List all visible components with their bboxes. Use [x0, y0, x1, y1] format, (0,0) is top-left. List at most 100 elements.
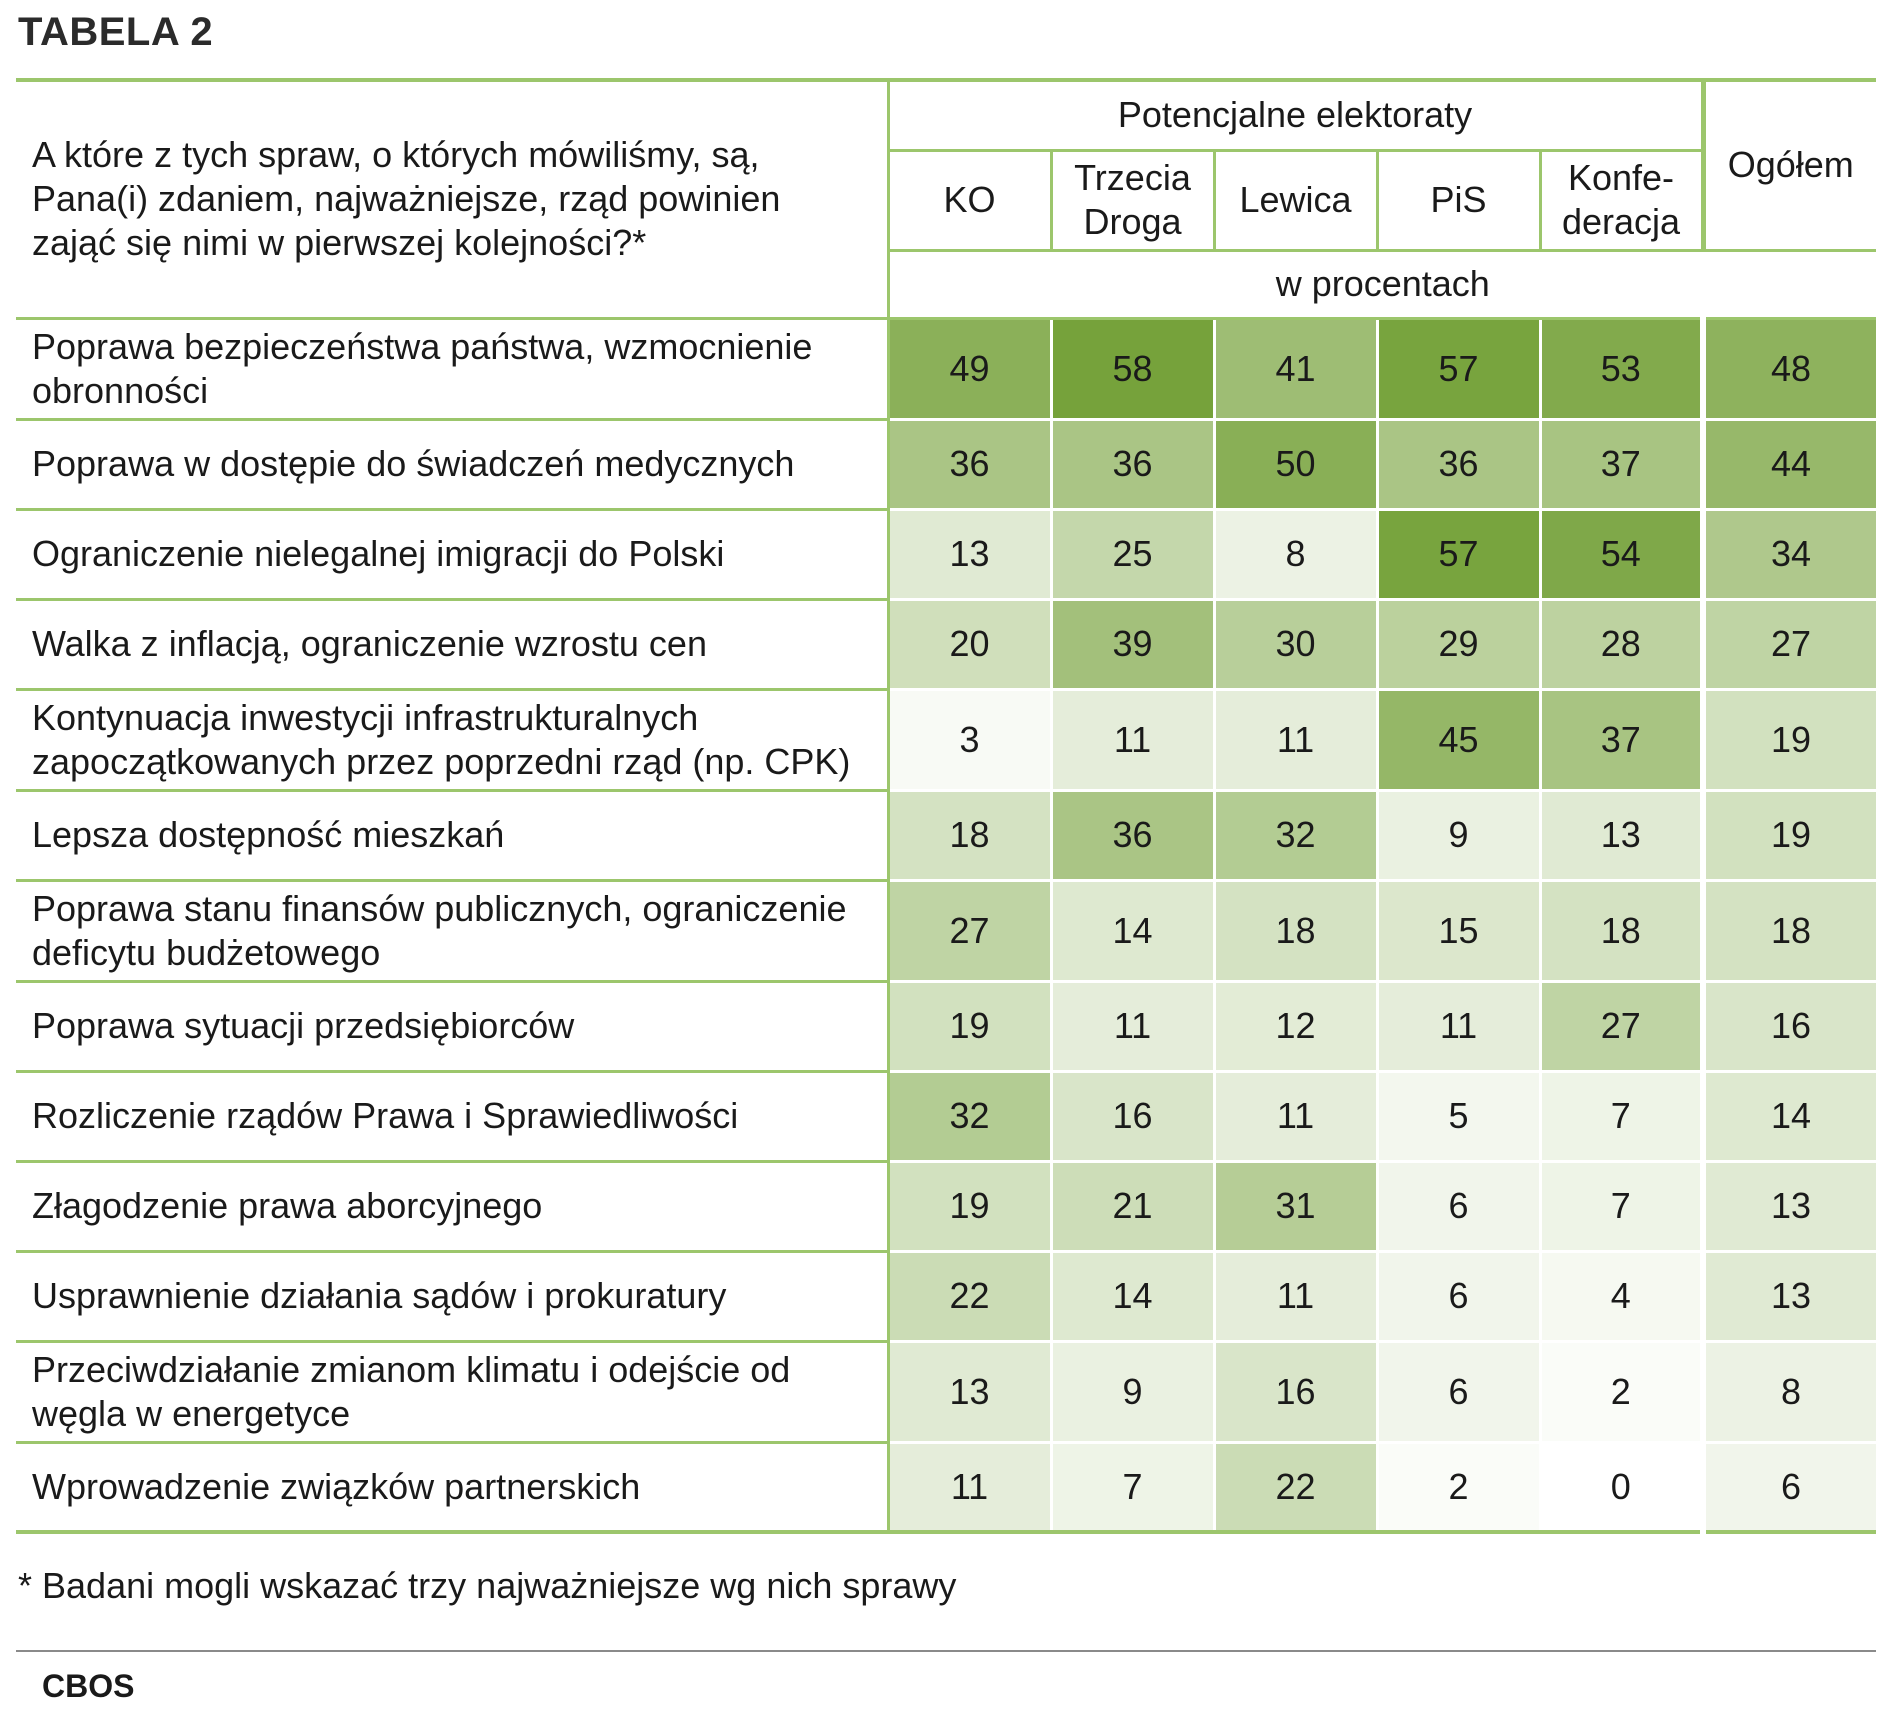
total-cell: 18	[1700, 880, 1877, 983]
value-cell: 0	[1538, 1442, 1704, 1534]
table-row: Walka z inflacją, ograniczenie wzrostu c…	[16, 599, 1877, 691]
value-cell: 13	[886, 509, 1051, 601]
value-cell: 9	[1375, 790, 1540, 882]
table-row: Rozliczenie rządów Prawa i Sprawiedliwoś…	[16, 1071, 1877, 1163]
value-cell: 11	[1049, 689, 1214, 792]
column-header-2: Trzecia Droga	[1051, 150, 1216, 252]
value-cell: 28	[1538, 599, 1704, 691]
total-header: Ogółem	[1700, 78, 1877, 252]
column-header-5: Konfe-deracja	[1540, 150, 1706, 252]
total-cell: 48	[1700, 318, 1877, 421]
source-label: CBOS	[42, 1668, 135, 1704]
value-cell: 25	[1049, 509, 1214, 601]
value-cell: 49	[886, 318, 1051, 421]
value-cell: 36	[1375, 419, 1540, 511]
row-label: Poprawa stanu finansów publicznych, ogra…	[16, 880, 890, 983]
total-cell: 34	[1700, 509, 1877, 601]
table-row: Ograniczenie nielegalnej imigracji do Po…	[16, 509, 1877, 601]
column-header-row: KO Trzecia Droga Lewica PiS Konfe-deracja	[16, 150, 1876, 252]
value-cell: 6	[1375, 1161, 1540, 1253]
value-cell: 36	[1049, 790, 1214, 882]
value-cell: 19	[886, 1161, 1051, 1253]
total-cell: 14	[1700, 1071, 1877, 1163]
value-cell: 11	[1375, 981, 1540, 1073]
total-cell: 16	[1700, 981, 1877, 1073]
value-cell: 11	[1212, 1071, 1377, 1163]
value-cell: 41	[1212, 318, 1377, 421]
value-cell: 14	[1049, 880, 1214, 983]
value-cell: 11	[1212, 1251, 1377, 1343]
value-cell: 57	[1375, 509, 1540, 601]
row-label: Przeciwdziałanie zmianom klimatu i odejś…	[16, 1341, 890, 1444]
value-cell: 45	[1375, 689, 1540, 792]
total-cell: 44	[1700, 419, 1877, 511]
column-header-4: PiS	[1377, 150, 1542, 252]
value-cell: 37	[1538, 689, 1704, 792]
row-label: Lepsza dostępność mieszkań	[16, 790, 890, 882]
value-cell: 57	[1375, 318, 1540, 421]
value-cell: 22	[1212, 1442, 1377, 1534]
value-cell: 2	[1538, 1341, 1704, 1444]
value-cell: 7	[1538, 1161, 1704, 1253]
table-row: Poprawa bezpieczeństwa państwa, wzmocnie…	[16, 318, 1877, 421]
value-cell: 54	[1538, 509, 1704, 601]
value-cell: 31	[1212, 1161, 1377, 1253]
value-cell: 13	[886, 1341, 1051, 1444]
table-row: Lepsza dostępność mieszkań 18 36 32 9 13 19	[16, 790, 1877, 882]
footnote: * Badani mogli wskazać trzy najważniejsz…	[18, 1565, 957, 1606]
row-label: Usprawnienie działania sądów i prokuratu…	[16, 1251, 890, 1343]
value-cell: 15	[1375, 880, 1540, 983]
total-cell: 6	[1700, 1442, 1877, 1534]
value-cell: 6	[1375, 1341, 1540, 1444]
value-cell: 8	[1212, 509, 1377, 601]
divider	[16, 1650, 1876, 1652]
value-cell: 27	[1538, 981, 1704, 1073]
value-cell: 21	[1049, 1161, 1214, 1253]
column-header-1: KO	[888, 150, 1053, 252]
value-cell: 3	[886, 689, 1051, 792]
value-cell: 14	[1049, 1251, 1214, 1343]
value-cell: 32	[886, 1071, 1051, 1163]
value-cell: 22	[886, 1251, 1051, 1343]
row-label: Złagodzenie prawa aborcyjnego	[16, 1161, 890, 1253]
row-label: Kontynuacja inwestycji infrastrukturalny…	[16, 689, 890, 792]
value-cell: 13	[1538, 790, 1704, 882]
value-cell: 7	[1538, 1071, 1704, 1163]
value-cell: 20	[886, 599, 1051, 691]
value-cell: 18	[1538, 880, 1704, 983]
value-cell: 36	[886, 419, 1051, 511]
value-cell: 9	[1049, 1341, 1214, 1444]
table-row: Poprawa sytuacji przedsiębiorców 19 11 12 11…	[16, 981, 1877, 1073]
value-cell: 16	[1049, 1071, 1214, 1163]
value-cell: 2	[1375, 1442, 1540, 1534]
table-row: Wprowadzenie związków partnerskich 11 7 22 2…	[16, 1442, 1877, 1534]
total-cell: 13	[1700, 1161, 1877, 1253]
value-cell: 12	[1212, 981, 1377, 1073]
table-row: Przeciwdziałanie zmianom klimatu i odejś…	[16, 1341, 1877, 1444]
electorates-group-header: Potencjalne elektoraty	[888, 78, 1704, 152]
row-label: Wprowadzenie związków partnerskich	[16, 1442, 890, 1534]
value-cell: 6	[1375, 1251, 1540, 1343]
value-cell: 11	[1212, 689, 1377, 792]
column-header-3: Lewica	[1214, 150, 1379, 252]
value-cell: 4	[1538, 1251, 1704, 1343]
value-cell: 39	[1049, 599, 1214, 691]
total-cell: 19	[1700, 689, 1877, 792]
value-cell: 18	[886, 790, 1051, 882]
table-body: Poprawa bezpieczeństwa państwa, wzmocnie…	[16, 318, 1877, 1534]
total-cell: 19	[1700, 790, 1877, 882]
value-cell: 36	[1049, 419, 1214, 511]
value-cell: 50	[1212, 419, 1377, 511]
value-cell: 58	[1049, 318, 1214, 421]
table-title: TABELA 2	[18, 10, 214, 54]
value-cell: 11	[886, 1442, 1051, 1534]
value-cell: 7	[1049, 1442, 1214, 1534]
table-row: Poprawa stanu finansów publicznych, ogra…	[16, 880, 1877, 983]
row-label: Rozliczenie rządów Prawa i Sprawiedliwoś…	[16, 1071, 890, 1163]
value-cell: 5	[1375, 1071, 1540, 1163]
row-label: Poprawa w dostępie do świadczeń medyczny…	[16, 419, 890, 511]
value-cell: 32	[1212, 790, 1377, 882]
row-label: Poprawa sytuacji przedsiębiorców	[16, 981, 890, 1073]
table-row: Usprawnienie działania sądów i prokuratu…	[16, 1251, 1877, 1343]
value-cell: 53	[1538, 318, 1704, 421]
